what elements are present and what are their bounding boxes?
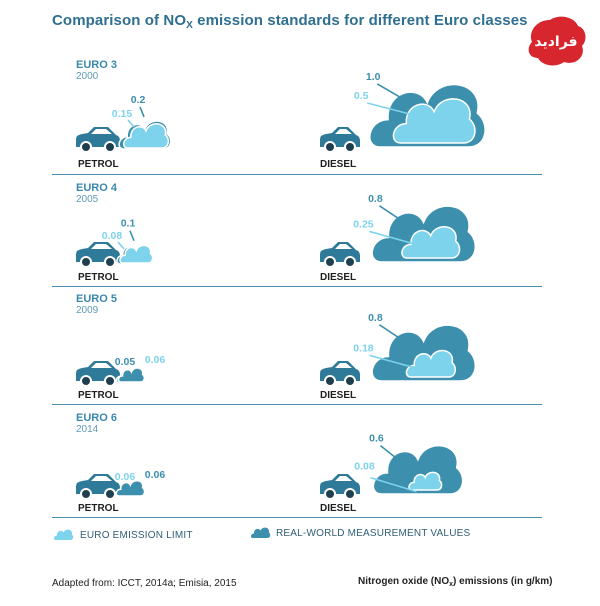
petrol-real-label: 0.1 xyxy=(121,218,136,230)
petrol-real-label: 0.05 xyxy=(115,356,136,368)
diesel-real-leader xyxy=(379,444,401,463)
petrol-car-icon xyxy=(76,361,120,387)
diesel-real-label: 1.0 xyxy=(366,71,381,83)
diesel-limit-label: 0.18 xyxy=(353,342,374,354)
petrol-real-cloud xyxy=(117,367,146,383)
petrol-label: PETROL xyxy=(78,272,119,283)
diesel-label: DIESEL xyxy=(320,503,357,514)
panel-year: 2009 xyxy=(76,305,99,316)
diesel-limit-label: 0.25 xyxy=(353,218,374,230)
diesel-limit-leader xyxy=(370,476,417,493)
panel-label: EURO 3 xyxy=(76,59,117,71)
diesel-limit-leader xyxy=(369,354,421,371)
source-note: Adapted from: ICCT, 2014a; Emisia, 2015 xyxy=(52,578,237,589)
petrol-limit-label: 0.08 xyxy=(102,230,123,242)
petrol-real-leader xyxy=(139,106,145,118)
petrol-limit-cloud xyxy=(122,123,170,149)
panel-label: EURO 6 xyxy=(76,412,117,424)
diesel-limit-label: 0.08 xyxy=(354,461,375,473)
diesel-limit-cloud xyxy=(401,226,461,259)
diesel-limit-leader xyxy=(366,102,422,118)
petrol-limit-leader xyxy=(117,241,125,250)
diesel-limit-cloud xyxy=(405,349,457,378)
divider xyxy=(52,174,542,175)
divider xyxy=(52,517,542,518)
logo: فرادید xyxy=(528,16,586,66)
petrol-limit-cloud xyxy=(119,244,154,264)
diesel-limit-leader xyxy=(369,230,420,247)
legend-real-icon xyxy=(250,527,271,538)
petrol-car-icon xyxy=(76,127,120,153)
legend-label-limit: EURO EMISSION LIMIT xyxy=(80,530,193,541)
petrol-car-icon xyxy=(76,474,120,500)
diesel-real-label: 0.8 xyxy=(368,312,383,324)
logo-text: فرادید xyxy=(534,34,577,50)
units-note: Nitrogen oxide (NOx) emissions (in g/km) xyxy=(358,576,553,588)
petrol-limit-label: 0.15 xyxy=(112,108,133,120)
petrol-real-label: 0.2 xyxy=(131,94,146,106)
diesel-label: DIESEL xyxy=(320,272,357,283)
petrol-real-cloud xyxy=(115,480,146,497)
diesel-real-label: 0.8 xyxy=(368,193,383,205)
diesel-car-icon xyxy=(320,474,360,500)
diesel-car-icon xyxy=(320,242,360,268)
diesel-label: DIESEL xyxy=(320,390,357,401)
petrol-real-label: 0.06 xyxy=(145,469,166,481)
diesel-car-icon xyxy=(320,361,360,387)
panel-year: 2014 xyxy=(76,424,99,435)
panel-year: 2000 xyxy=(76,71,99,82)
divider xyxy=(52,404,542,405)
legend-label-real: REAL-WORLD MEASUREMENT VALUES xyxy=(276,528,471,539)
petrol-real-leader xyxy=(129,230,135,242)
diesel-real-leader xyxy=(376,83,406,101)
diesel-limit-label: 0.5 xyxy=(354,90,369,102)
legend-limit-icon xyxy=(53,529,74,540)
petrol-limit-leader xyxy=(127,119,135,128)
chart-title: Comparison of NOX emission standards for… xyxy=(52,12,528,31)
diesel-limit-cloud xyxy=(408,471,443,491)
panel-year: 2005 xyxy=(76,194,99,205)
petrol-car-icon xyxy=(76,242,120,268)
diesel-limit-cloud xyxy=(392,98,476,144)
petrol-label: PETROL xyxy=(78,503,119,514)
petrol-label: PETROL xyxy=(78,159,119,170)
petrol-limit-label: 0.06 xyxy=(115,471,136,483)
petrol-label: PETROL xyxy=(78,390,119,401)
divider xyxy=(52,286,542,287)
diesel-real-leader xyxy=(378,324,404,342)
diesel-real-leader xyxy=(378,205,404,223)
diesel-label: DIESEL xyxy=(320,159,357,170)
petrol-limit-label: 0.06 xyxy=(145,354,166,366)
diesel-car-icon xyxy=(320,127,360,153)
diesel-real-label: 0.6 xyxy=(369,433,384,445)
panel-label: EURO 5 xyxy=(76,293,117,305)
panel-label: EURO 4 xyxy=(76,182,117,194)
